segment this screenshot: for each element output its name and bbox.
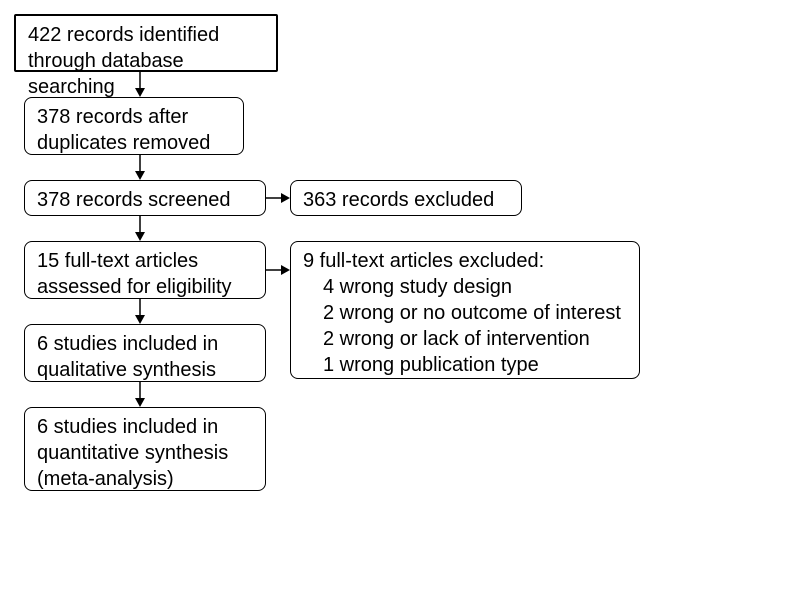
box-qual-line: qualitative synthesis (37, 357, 253, 383)
box-ft_excluded-subline: 2 wrong or lack of intervention (303, 326, 627, 352)
box-excluded-line: 363 records excluded (303, 187, 509, 213)
box-quant-line: 6 studies included in (37, 414, 253, 440)
box-qual: 6 studies included inqualitative synthes… (24, 324, 266, 382)
box-excluded: 363 records excluded (290, 180, 522, 216)
box-qual-line: 6 studies included in (37, 331, 253, 357)
box-identified: 422 records identifiedthrough database s… (14, 14, 278, 72)
box-dedup-line: duplicates removed (37, 130, 231, 156)
box-quant-line: quantitative synthesis (37, 440, 253, 466)
box-screened-line: 378 records screened (37, 187, 253, 213)
box-dedup: 378 records afterduplicates removed (24, 97, 244, 155)
box-screened: 378 records screened (24, 180, 266, 216)
box-fulltext: 15 full-text articlesassessed for eligib… (24, 241, 266, 299)
box-ft_excluded-subline: 1 wrong publication type (303, 352, 627, 378)
box-ft_excluded-subline: 2 wrong or no outcome of interest (303, 300, 627, 326)
box-ft_excluded: 9 full-text articles excluded:4 wrong st… (290, 241, 640, 379)
prisma-flowchart: 422 records identifiedthrough database s… (0, 0, 797, 595)
box-dedup-line: 378 records after (37, 104, 231, 130)
box-quant: 6 studies included inquantitative synthe… (24, 407, 266, 491)
box-quant-line: (meta-analysis) (37, 466, 253, 492)
box-ft_excluded-subline: 4 wrong study design (303, 274, 627, 300)
box-identified-line: through database searching (28, 48, 264, 100)
box-ft_excluded-line: 9 full-text articles excluded: (303, 248, 627, 274)
box-fulltext-line: assessed for eligibility (37, 274, 253, 300)
box-identified-line: 422 records identified (28, 22, 264, 48)
box-fulltext-line: 15 full-text articles (37, 248, 253, 274)
